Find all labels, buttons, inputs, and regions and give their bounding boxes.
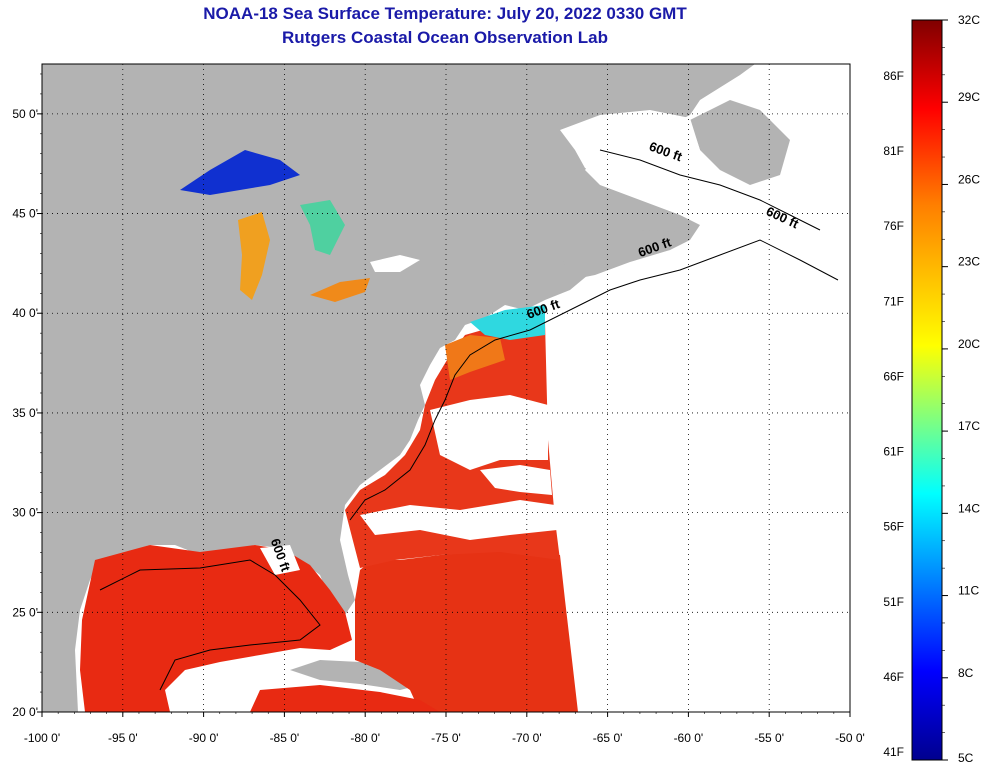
colorbar-celsius-label: 5C	[958, 751, 974, 765]
cloud-patch	[360, 500, 557, 540]
lat-tick-label: 30 0'	[12, 506, 38, 520]
lon-tick-label: -95 0'	[108, 731, 138, 745]
nova-scotia-land	[560, 230, 690, 280]
colorbar-fahrenheit-label: 51F	[883, 595, 904, 609]
colorbar-celsius-label: 17C	[958, 419, 980, 433]
lake-ontario	[370, 255, 420, 272]
colorbar-fahrenheit-label: 71F	[883, 294, 904, 308]
colorbar-fahrenheit-label: 56F	[883, 520, 904, 534]
lon-tick-label: -80 0'	[350, 731, 380, 745]
lake-michigan	[238, 212, 270, 300]
colorbar-celsius-label: 29C	[958, 90, 980, 104]
lake-superior	[180, 150, 300, 195]
colorbar-fahrenheit-label: 86F	[883, 69, 904, 83]
colorbar-fahrenheit-label: 41F	[883, 745, 904, 759]
lon-tick-label: -60 0'	[674, 731, 704, 745]
colorbar-fahrenheit-label: 61F	[883, 445, 904, 459]
graticule	[42, 64, 850, 712]
lon-tick-label: -75 0'	[431, 731, 461, 745]
lon-tick-label: -70 0'	[512, 731, 542, 745]
contour-line-atlantic	[349, 239, 839, 521]
map-layers	[42, 64, 790, 712]
lat-tick-label: 25 0'	[12, 605, 38, 619]
lat-tick-label: 40 0'	[12, 306, 38, 320]
lon-tick-label: -85 0'	[270, 731, 300, 745]
colorbar-celsius-label: 23C	[958, 255, 980, 269]
lat-axis: 20 0' 25 0' 30 0' 35 0' 40 0' 45 0' 50 0'	[12, 73, 42, 719]
lat-tick-label: 20 0'	[12, 705, 38, 719]
colorbar-fahrenheit-label: 46F	[883, 670, 904, 684]
cuba-land	[290, 660, 420, 690]
cloud-patch	[260, 545, 300, 575]
bahamas-sst	[355, 550, 578, 712]
gulf-of-mexico-sst	[80, 545, 352, 712]
lon-tick-label: -90 0'	[189, 731, 219, 745]
lat-tick-label: 45 0'	[12, 207, 38, 221]
lon-axis: -100 0' -95 0' -90 0' -85 0' -80 0' -75 0' -70…	[24, 712, 865, 745]
contour-line-labrador	[599, 149, 821, 231]
caribbean-sst	[250, 685, 440, 712]
chart-title: NOAA-18 Sea Surface Temperature: July 20…	[203, 4, 687, 23]
lake-erie	[310, 278, 370, 302]
lon-tick-label: -65 0'	[593, 731, 623, 745]
depth-contours	[99, 149, 839, 691]
colorbar-celsius-label: 11C	[958, 584, 979, 598]
cloud-patch	[430, 395, 548, 470]
cloud-patch	[480, 465, 552, 495]
colorbar-celsius-label: 14C	[958, 501, 980, 515]
lon-tick-label: -100 0'	[24, 731, 60, 745]
colorbar-celsius-label: 32C	[958, 13, 980, 27]
colorbar-fahrenheit-labels: 86F 81F 76F 71F 66F 61F 56F 51F 46F 41F	[883, 69, 904, 759]
lake-huron	[300, 200, 345, 255]
colorbar-fahrenheit-label: 76F	[883, 219, 904, 233]
colorbar-celsius-labels: 32C 29C 26C 23C 20C 17C 14C 11C 8C 5C	[942, 13, 980, 765]
contour-line-gulf	[99, 559, 321, 691]
colorbar-fahrenheit-label: 66F	[883, 369, 904, 383]
lat-tick-label: 35 0'	[12, 406, 38, 420]
colorbar-celsius-label: 20C	[958, 337, 980, 351]
gulf-st-lawrence	[560, 110, 700, 190]
lat-tick-label: 50 0'	[12, 107, 38, 121]
colorbar-fahrenheit-label: 81F	[883, 144, 904, 158]
newfoundland-land	[690, 100, 790, 185]
colorbar-celsius-label: 8C	[958, 666, 974, 680]
lon-tick-label: -50 0'	[835, 731, 865, 745]
lon-tick-label: -55 0'	[754, 731, 784, 745]
colorbar	[911, 19, 943, 761]
colorbar-celsius-label: 26C	[958, 172, 980, 186]
chart-subtitle: Rutgers Coastal Ocean Observation Lab	[282, 28, 608, 47]
